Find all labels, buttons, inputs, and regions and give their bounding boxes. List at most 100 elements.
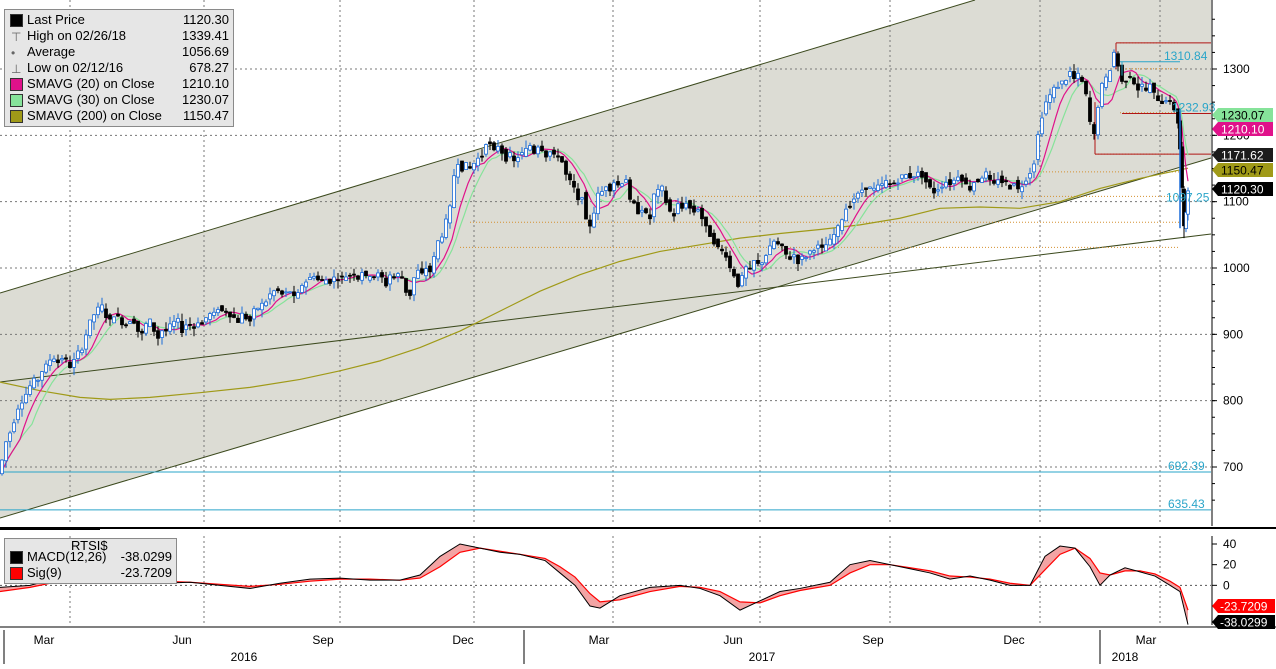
candle-body xyxy=(384,277,388,287)
x-axis-month-label: Mar xyxy=(589,633,610,647)
candle-body xyxy=(1068,71,1072,77)
macd-axis-label: 40 xyxy=(1223,537,1237,551)
price-tag-label: 1230.07 xyxy=(1221,109,1265,123)
candle xyxy=(364,270,368,279)
candle-body xyxy=(440,236,444,243)
candle xyxy=(520,147,524,160)
candle xyxy=(128,320,132,324)
candle-body xyxy=(820,244,824,248)
candle-body xyxy=(1140,83,1144,87)
candle-body xyxy=(872,187,876,191)
candle xyxy=(1152,82,1156,99)
candle xyxy=(340,271,344,284)
candle xyxy=(16,404,20,424)
candle-body xyxy=(24,393,28,404)
candle-body xyxy=(168,323,172,332)
candle xyxy=(292,285,296,303)
x-axis-year-label: 2017 xyxy=(749,650,776,664)
annotation-label: 1232.93 xyxy=(1172,100,1216,114)
candle-body xyxy=(40,371,44,381)
candle-body xyxy=(1060,80,1064,85)
candle xyxy=(460,160,464,173)
legend-value: 1230.07 xyxy=(182,92,229,107)
candle xyxy=(632,199,636,205)
candle-body xyxy=(868,186,872,189)
candle xyxy=(724,246,728,262)
legend-value: 1120.30 xyxy=(182,12,229,27)
candle-body xyxy=(932,187,936,194)
candle xyxy=(828,233,832,246)
candle xyxy=(780,243,784,251)
candle xyxy=(60,354,64,364)
candle xyxy=(1164,96,1168,104)
candle-body xyxy=(292,291,296,297)
price-tag-label: 1150.47 xyxy=(1221,164,1264,178)
candle xyxy=(280,289,284,298)
candle-body xyxy=(88,319,92,336)
candle-body xyxy=(788,256,792,260)
candle xyxy=(1180,141,1184,193)
candle xyxy=(596,186,600,221)
candle xyxy=(236,315,240,323)
candle-body xyxy=(1016,179,1020,190)
candle xyxy=(216,306,220,317)
candle-body xyxy=(556,155,560,158)
candle-body xyxy=(632,200,636,204)
candle xyxy=(900,174,904,182)
candle xyxy=(1052,84,1056,103)
candle-body xyxy=(880,183,884,186)
legend-marker-low: ⊥ xyxy=(11,62,22,76)
x-axis-month-label: Sep xyxy=(312,633,334,647)
candle-body xyxy=(476,157,480,167)
candle-body xyxy=(1160,100,1164,105)
candle-body xyxy=(448,205,452,224)
candle xyxy=(484,143,488,157)
candle-body xyxy=(664,190,668,203)
macd-tag-label: -38.0299 xyxy=(1220,616,1268,630)
candle xyxy=(976,178,980,183)
candle-body xyxy=(196,322,200,328)
legend-value: 678.27 xyxy=(189,60,229,75)
candle xyxy=(548,151,552,161)
candle-body xyxy=(672,213,676,217)
candle xyxy=(716,238,720,250)
candle xyxy=(1036,130,1040,166)
candle-body xyxy=(560,156,564,163)
candle xyxy=(660,184,664,197)
candle xyxy=(1144,81,1148,92)
candle-body xyxy=(1056,86,1060,89)
candle-body xyxy=(860,189,864,193)
candle-body xyxy=(260,302,264,311)
candle xyxy=(116,307,120,318)
price-axis-label: 900 xyxy=(1223,327,1243,341)
candle xyxy=(872,182,876,196)
candle xyxy=(356,274,360,282)
candle xyxy=(772,239,776,250)
candle xyxy=(1108,70,1112,82)
candle xyxy=(952,177,956,191)
candle-body xyxy=(48,359,52,367)
candle-body xyxy=(420,268,424,274)
legend-label: Low on 02/12/16 xyxy=(27,60,124,75)
candle xyxy=(1096,105,1100,140)
candle xyxy=(1186,187,1190,221)
candle xyxy=(1020,180,1024,200)
candle-body xyxy=(220,305,224,312)
candle xyxy=(744,264,748,286)
candle xyxy=(704,216,708,233)
macd-legend-row: Sig(9) -23.7209 xyxy=(9,565,172,581)
candle-body xyxy=(1028,173,1032,179)
price-tag-label: 1210.10 xyxy=(1221,123,1265,137)
candle xyxy=(936,183,940,197)
trend-support-line xyxy=(0,233,1212,383)
candle-body xyxy=(224,310,228,313)
candle xyxy=(392,273,396,280)
legend-row: ⊤ High on 02/26/18 1339.41 xyxy=(9,28,229,44)
candle xyxy=(1040,111,1044,138)
candle-body xyxy=(660,185,664,192)
candle xyxy=(1032,160,1036,179)
candle xyxy=(848,200,852,210)
candle-body xyxy=(368,276,372,281)
candle xyxy=(756,253,760,267)
